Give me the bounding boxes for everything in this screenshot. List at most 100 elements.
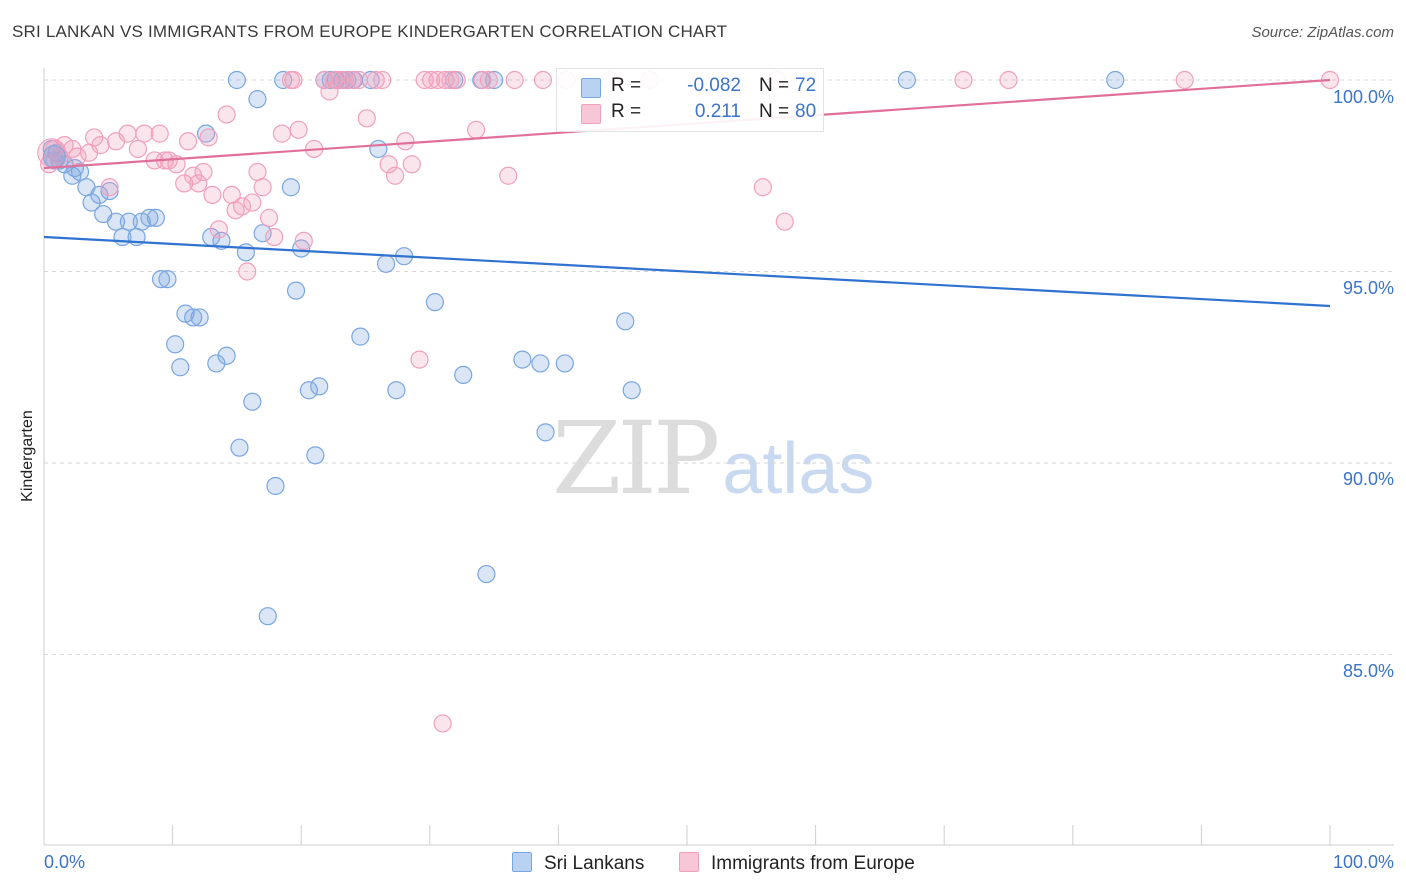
point-immigrants-europe: [479, 70, 499, 90]
point-immigrants-europe: [325, 70, 344, 90]
point-immigrants-europe: [433, 714, 452, 733]
point-sri-lankans: [531, 354, 550, 373]
point-sri-lankans: [376, 254, 396, 273]
point-sri-lankans: [158, 270, 177, 289]
point-sri-lankans: [184, 308, 203, 327]
point-sri-lankans: [387, 381, 406, 400]
point-immigrants-europe: [421, 70, 441, 90]
y-tick-label-95: 95.0%: [1342, 278, 1394, 298]
y-tick-label-85: 85.0%: [1342, 661, 1394, 681]
point-immigrants-europe: [415, 70, 434, 90]
watermark-atlas: atlas: [722, 429, 875, 509]
point-immigrants-europe: [222, 185, 241, 204]
point-immigrants-europe: [199, 128, 218, 147]
point-sri-lankans: [146, 208, 165, 227]
point-sri-lankans: [622, 381, 641, 400]
point-sri-lankans: [140, 208, 159, 227]
point-immigrants-europe: [473, 70, 492, 90]
point-sri-lankans: [166, 335, 185, 354]
bottom-legend-sri-lankans: Sri Lankans: [512, 852, 644, 875]
point-sri-lankans: [258, 607, 277, 626]
legend-r-label: R =: [611, 75, 642, 96]
point-sri-lankans: [281, 178, 301, 197]
point-sri-lankans: [217, 346, 236, 365]
point-sri-lankans: [171, 358, 190, 377]
point-sri-lankans: [306, 446, 325, 465]
point-immigrants-europe: [128, 139, 147, 159]
point-sri-lankans: [253, 224, 272, 243]
watermark-zip: ZIP: [552, 400, 720, 517]
x-tick-label-min: 0.0%: [44, 852, 86, 872]
y-tick-label-100: 100.0%: [1332, 87, 1394, 107]
point-sri-lankans: [286, 281, 306, 300]
source-credit: Source: ZipAtlas.com: [1251, 24, 1394, 41]
point-sri-lankans: [274, 70, 293, 90]
point-sri-lankans: [555, 354, 574, 373]
point-sri-lankans: [477, 564, 496, 584]
x-tick-label-max: 100.0%: [1332, 852, 1394, 872]
chart-title: SRI LANKAN VS IMMIGRANTS FROM EUROPE KIN…: [12, 22, 728, 41]
point-sri-lankans: [236, 243, 256, 262]
point-immigrants-europe: [441, 70, 460, 90]
point-sri-lankans: [513, 350, 532, 369]
point-immigrants-europe: [396, 132, 415, 151]
point-sri-lankans: [310, 377, 329, 396]
point-sri-lankans: [1106, 70, 1125, 90]
legend-r-label: R =: [611, 101, 642, 122]
point-immigrants-europe: [209, 220, 228, 239]
point-immigrants-europe: [289, 120, 308, 139]
point-immigrants-europe: [385, 166, 405, 185]
bottom-legend-swatch-blue: [512, 852, 532, 872]
point-sri-lankans: [616, 312, 635, 331]
point-immigrants-europe: [320, 82, 339, 101]
point-immigrants-europe: [253, 178, 272, 197]
point-immigrants-europe: [100, 178, 119, 197]
point-sri-lankans: [243, 392, 262, 411]
point-sri-lankans: [230, 438, 249, 457]
point-sri-lankans: [190, 308, 209, 327]
point-sri-lankans: [299, 381, 319, 400]
point-immigrants-europe: [232, 197, 252, 216]
legend-n-value: 80: [795, 101, 817, 122]
point-immigrants-europe: [379, 155, 398, 174]
stats-legend: R = -0.082 N = 72 R = 0.211 N = 80: [556, 68, 824, 132]
point-sri-lankans: [119, 212, 138, 231]
point-immigrants-europe: [243, 193, 262, 212]
point-sri-lankans: [227, 70, 246, 90]
point-immigrants-europe: [447, 70, 466, 90]
point-immigrants-europe: [428, 70, 447, 90]
point-immigrants-europe: [238, 262, 257, 281]
point-immigrants-europe: [217, 105, 236, 124]
point-immigrants-europe: [259, 208, 279, 227]
legend-n-value: 72: [795, 75, 817, 96]
point-immigrants-europe: [366, 70, 385, 90]
legend-r-value: -0.082: [687, 75, 741, 96]
point-immigrants-europe: [954, 70, 973, 90]
bottom-legend-immigrants-europe: Immigrants from Europe: [679, 852, 915, 875]
point-immigrants-europe: [330, 70, 349, 90]
point-immigrants-europe: [118, 124, 137, 143]
y-tick-label-90: 90.0%: [1342, 469, 1394, 489]
point-sri-lankans: [369, 139, 388, 159]
point-immigrants-europe: [194, 162, 213, 182]
bottom-legend-label: Immigrants from Europe: [711, 853, 915, 874]
point-sri-lankans: [70, 162, 90, 182]
point-sri-lankans: [536, 423, 555, 442]
point-immigrants-europe: [91, 136, 110, 155]
point-immigrants-europe: [373, 70, 392, 90]
point-immigrants-europe: [343, 70, 362, 90]
point-immigrants-europe: [410, 350, 429, 369]
legend-swatch-blue: [581, 78, 601, 98]
point-immigrants-europe: [248, 162, 267, 182]
point-immigrants-europe: [402, 155, 421, 174]
point-sri-lankans: [82, 193, 101, 212]
point-immigrants-europe: [135, 124, 154, 143]
point-immigrants-europe: [150, 124, 169, 143]
point-sri-lankans: [212, 231, 231, 250]
point-sri-lankans-cluster: [42, 145, 66, 169]
point-sri-lankans: [266, 476, 285, 496]
point-immigrants-europe: [178, 132, 198, 151]
legend-n-label: N =: [759, 101, 790, 122]
point-immigrants-europe: [505, 70, 524, 90]
